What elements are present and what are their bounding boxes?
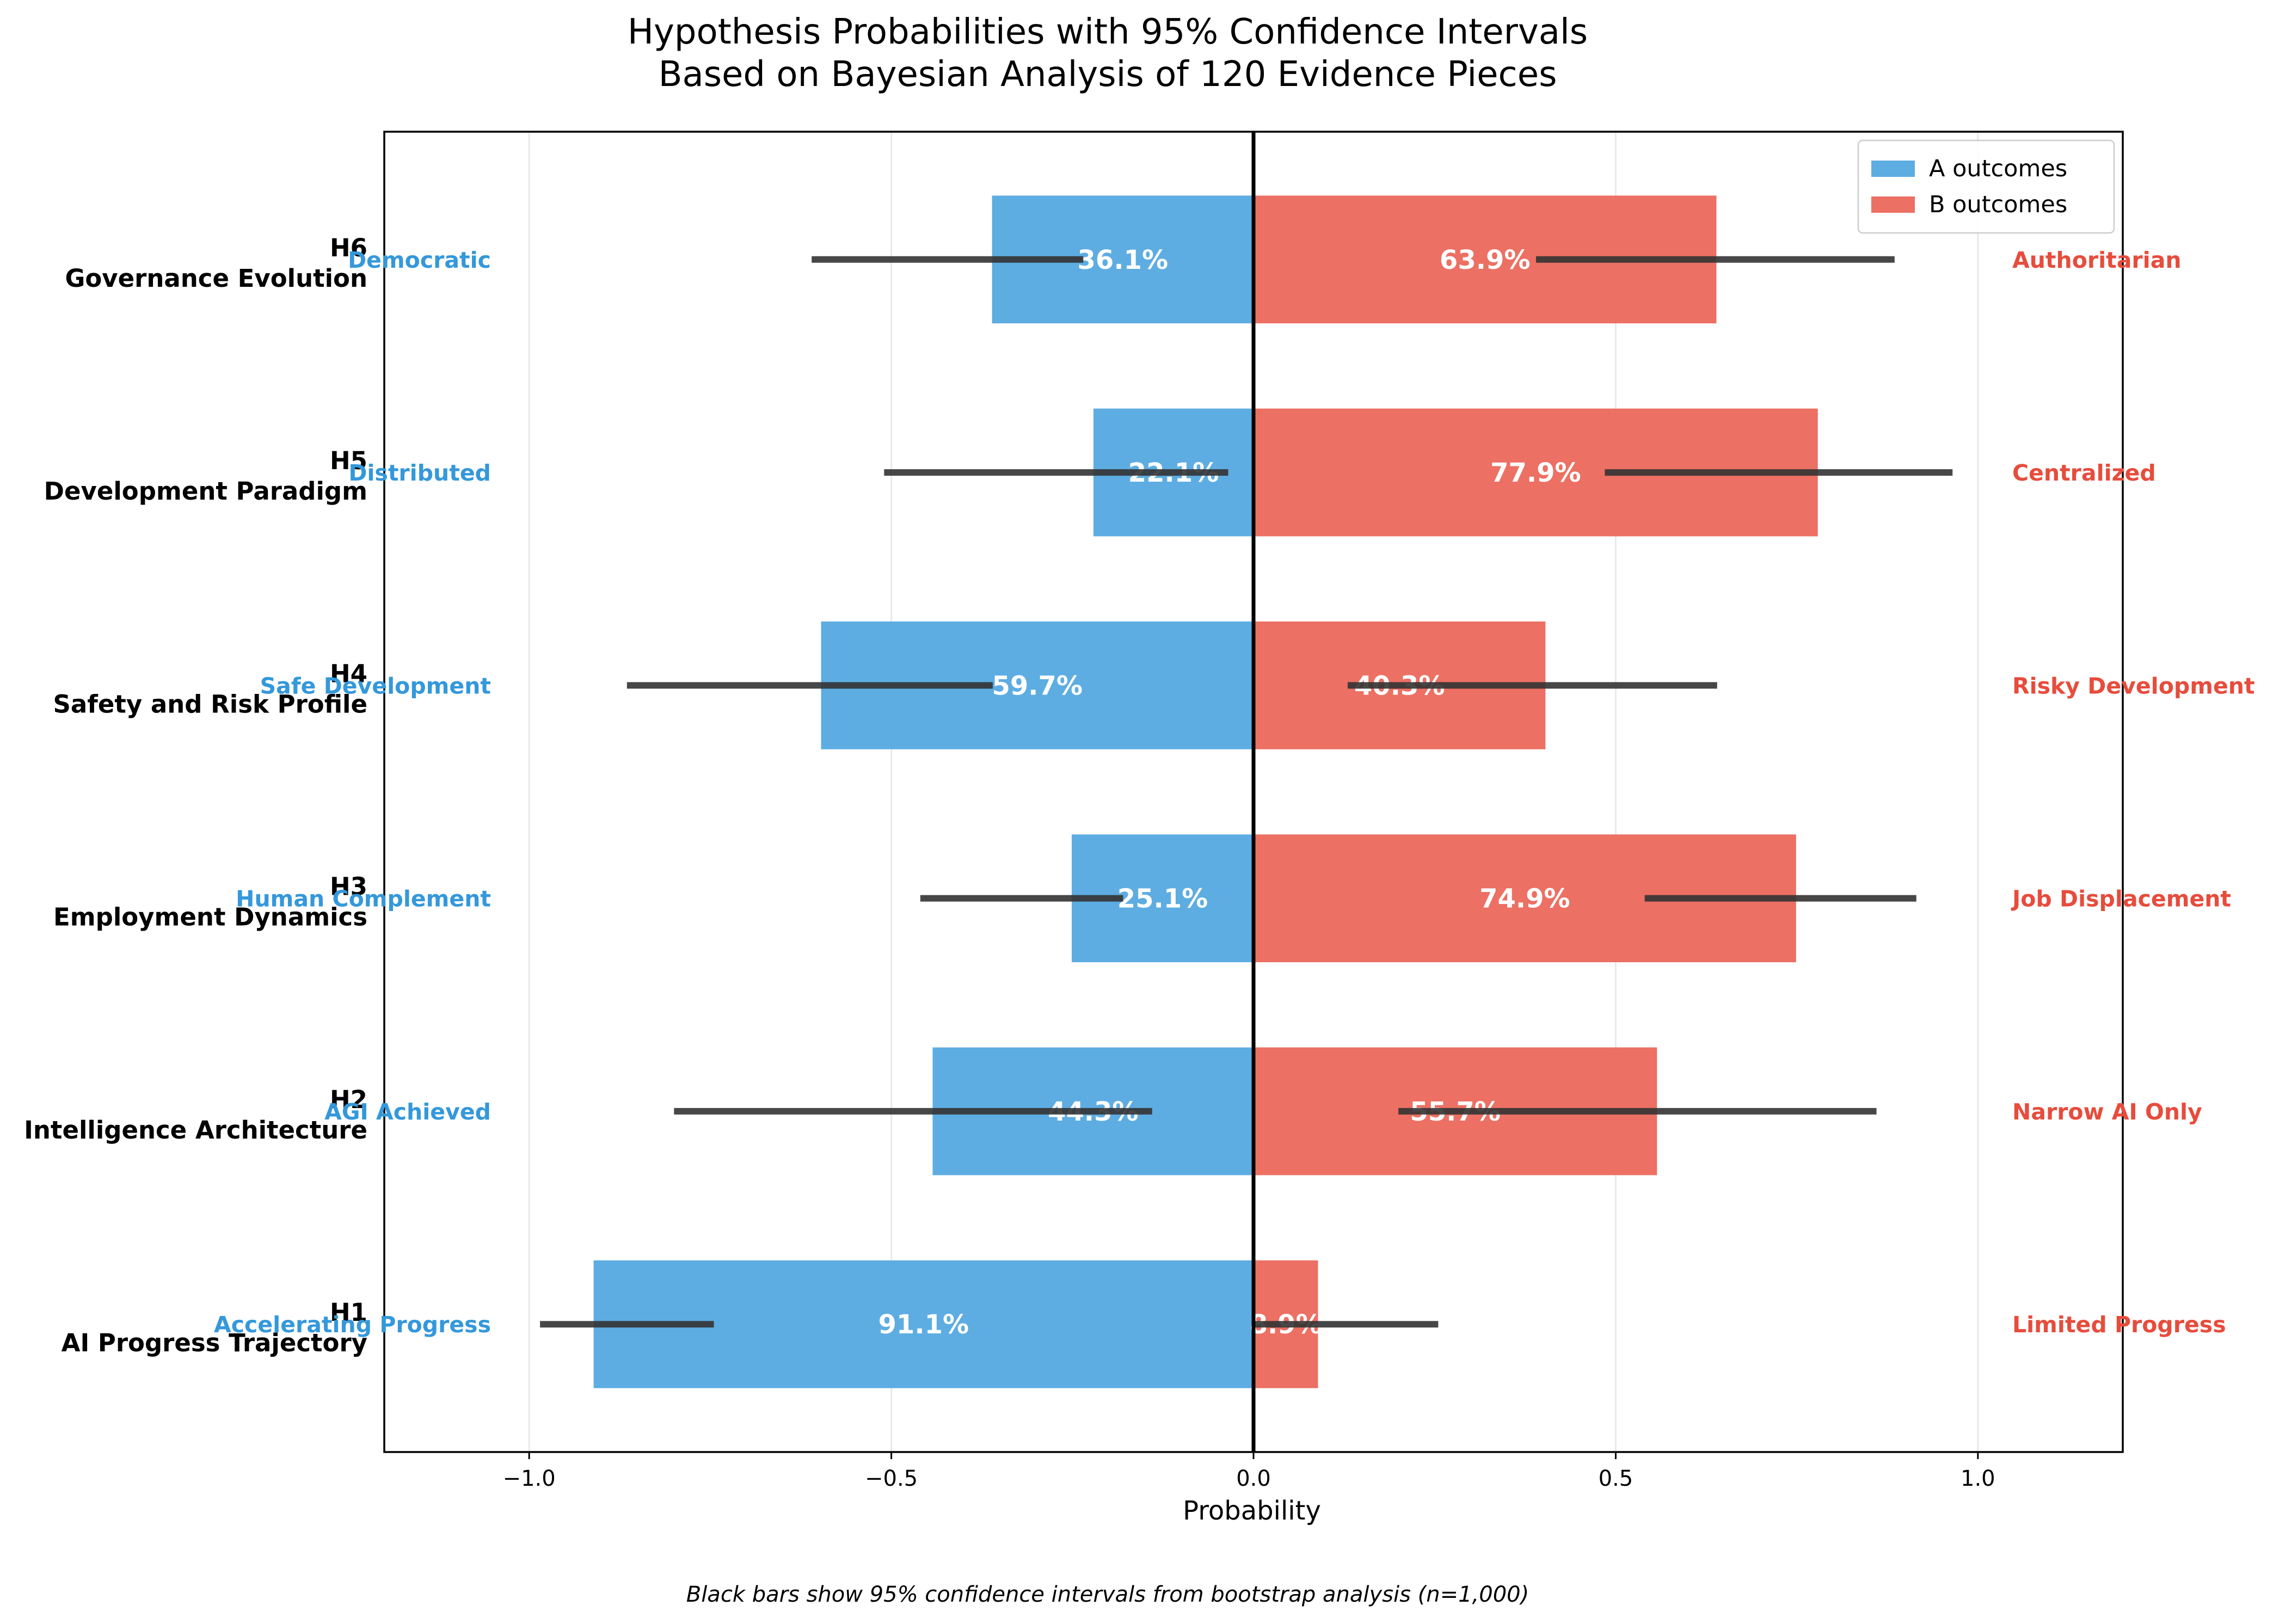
bar-label-a-h4: 59.7% (992, 670, 1083, 701)
bar-label-b-h6: 63.9% (1440, 245, 1531, 275)
legend: A outcomes B outcomes (1857, 139, 2115, 234)
hypothesis-name-h4: Safety and Risk Profile (53, 690, 367, 718)
outcome-a-h5: Distributed (348, 460, 491, 486)
legend-swatch (1871, 161, 1915, 177)
hypothesis-name-h1: AI Progress Trajectory (62, 1328, 367, 1357)
outcome-b-h2: Narrow AI Only (2012, 1099, 2202, 1125)
hypothesis-name-h3: Employment Dynamics (53, 903, 367, 932)
hypothesis-id-h3: H3 (330, 872, 367, 901)
legend-box (1857, 139, 2115, 234)
hypothesis-name-h2: Intelligence Architecture (24, 1116, 367, 1145)
footnote: Black bars show 95% confidence intervals… (686, 1582, 1529, 1607)
legend-entry-label: A outcomes (1929, 155, 2067, 182)
x-tick-label: −1.0 (503, 1466, 556, 1491)
hypothesis-id-h5: H5 (330, 446, 367, 475)
bar-label-a-h3: 25.1% (1117, 884, 1208, 914)
outcome-a-h3: Human Complement (236, 886, 491, 912)
chart-title-line-1: Hypothesis Probabilities with 95% Confid… (628, 12, 1588, 52)
outcome-labels: Accelerating Progress Limited Progress AGI… (214, 247, 2255, 1338)
bar-label-a-h6: 36.1% (1078, 245, 1169, 275)
outcome-b-h5: Centralized (2012, 460, 2156, 486)
hypothesis-name-h6: Governance Evolution (65, 264, 367, 293)
hypothesis-name-h5: Development Paradigm (44, 477, 367, 506)
bar-label-a-h1: 91.1% (879, 1309, 969, 1340)
outcome-b-h1: Limited Progress (2012, 1312, 2226, 1338)
outcome-a-h1: Accelerating Progress (214, 1312, 491, 1338)
x-tick-label: 1.0 (1961, 1466, 1995, 1491)
hypothesis-id-h6: H6 (330, 233, 367, 262)
outcome-b-h4: Risky Development (2012, 673, 2255, 699)
outcome-a-h4: Safe Development (260, 673, 491, 699)
x-tick-label: 0.5 (1599, 1466, 1633, 1491)
outcome-b-h6: Authoritarian (2012, 247, 2182, 273)
legend-swatch (1871, 196, 1915, 213)
outcome-b-h3: Job Displacement (2011, 886, 2231, 912)
x-tick-label: 0.0 (1236, 1466, 1271, 1491)
error-bars (540, 256, 1953, 1328)
chart-title-line-2: Based on Bayesian Analysis of 120 Eviden… (659, 54, 1557, 95)
outcome-a-h6: Democratic (348, 247, 491, 273)
hypothesis-id-h2: H2 (330, 1085, 367, 1114)
bar-label-b-h3: 74.9% (1479, 884, 1570, 914)
hypothesis-id-h1: H1 (330, 1298, 367, 1327)
outcome-a-h2: AGI Achieved (324, 1099, 491, 1125)
x-tick-label: −0.5 (865, 1466, 918, 1491)
hypothesis-id-h4: H4 (330, 659, 367, 688)
legend-entry-label: B outcomes (1929, 191, 2067, 218)
x-axis-label: Probability (1183, 1496, 1321, 1526)
x-axis-ticks: −1.0 −0.5 0.0 0.5 1.0 (503, 1452, 1995, 1491)
bar-label-b-h5: 77.9% (1490, 458, 1581, 488)
